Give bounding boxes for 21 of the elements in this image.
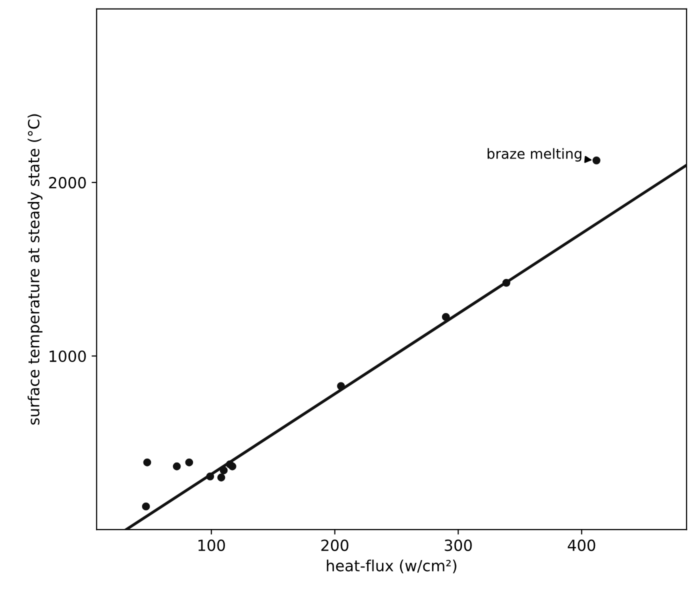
point: [228, 462, 236, 470]
point: [217, 474, 226, 482]
point: [172, 462, 181, 470]
y-tick-label: 1000: [50, 350, 86, 362]
x-tick-label: 400: [568, 540, 596, 552]
point: [185, 458, 194, 466]
point: [220, 466, 228, 474]
x-axis-title: heat-flux (w/cm²): [326, 560, 456, 574]
x-tick-label: 200: [321, 540, 348, 552]
x-tick-label: 100: [198, 540, 225, 552]
point: [442, 313, 450, 321]
point: [592, 156, 600, 164]
point: [143, 458, 152, 466]
point: [502, 278, 510, 287]
point: [337, 382, 345, 390]
x-tick-label: 300: [444, 540, 472, 552]
point: [142, 502, 150, 510]
y-axis-title: surface temperature at steady state (°C): [28, 114, 42, 425]
point: [206, 472, 214, 480]
annotation: braze melting: [488, 148, 582, 162]
y-tick-label: 2000: [49, 176, 86, 188]
